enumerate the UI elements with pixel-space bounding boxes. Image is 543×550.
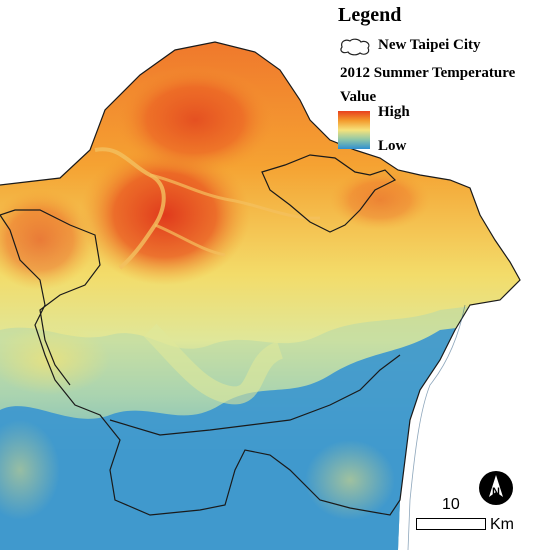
city-boundary [0, 41, 521, 516]
